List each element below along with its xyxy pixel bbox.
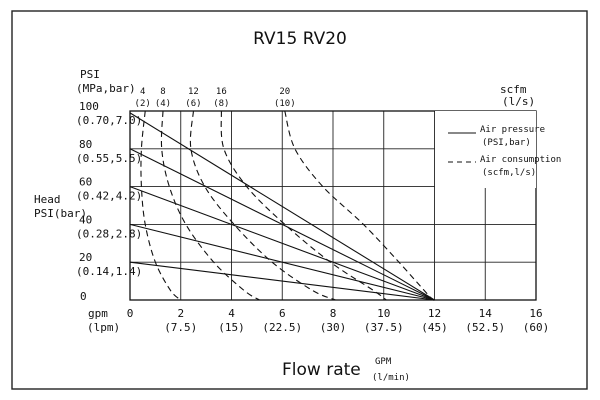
y-tick-label-metric: (0.55,5.5)	[76, 152, 142, 165]
air-pressure-curve	[129, 148, 435, 301]
plot-area-border	[129, 110, 537, 301]
y-unit-metric: (MPa,bar)	[76, 82, 136, 95]
top-tick-label-scfm: 12	[188, 87, 199, 97]
x-axis-label-unit-metric: (l/min)	[372, 373, 410, 383]
top-scale-tick-labels: 4 (2) 8 (4) 12 (6) 16 (8) 20 (10)	[135, 87, 296, 109]
top-scale-unit-metric: (l/s)	[502, 95, 535, 108]
legend-dashed-unit: (scfm,l/s)	[482, 168, 536, 178]
legend-dashed-label: Air consumption	[480, 155, 561, 165]
x-tick-label: 2	[177, 307, 184, 320]
chart-title: RV15 RV20	[253, 29, 347, 49]
top-tick-label-ls: (6)	[185, 99, 201, 109]
x-tick-label-metric: (22.5)	[262, 321, 302, 334]
air-pressure-curve	[129, 223, 435, 301]
x-tick-label-metric: (52.5)	[465, 321, 505, 334]
x-unit-lpm: (lpm)	[87, 321, 120, 334]
top-tick-label-ls: (4)	[155, 99, 171, 109]
legend-solid-label: Air pressure	[480, 125, 545, 135]
air-consumption-curve	[140, 110, 182, 301]
outer-frame	[11, 10, 588, 390]
x-tick-label-metric: (7.5)	[164, 321, 197, 334]
air-pressure-curve	[129, 261, 435, 301]
top-tick-label-ls: (10)	[274, 99, 296, 109]
y-tick-label: 80	[79, 138, 92, 151]
top-tick-label-scfm: 4	[140, 87, 145, 97]
top-tick-label-scfm: 16	[216, 87, 227, 97]
x-axis-label-unit: GPM	[375, 357, 392, 367]
x-tick-label: 6	[279, 307, 286, 320]
top-tick-label-scfm: 8	[160, 87, 165, 97]
x-tick-label: 14	[479, 307, 493, 320]
x-tick-label: 0	[127, 307, 134, 320]
y-tick-label: 60	[79, 176, 92, 189]
y-axis-name: Head	[34, 193, 61, 206]
top-tick-label-ls: (8)	[213, 99, 229, 109]
x-tick-label-metric: (15)	[218, 321, 245, 334]
top-tick-label-ls: (2)	[135, 99, 151, 109]
x-tick-label-metric: (60)	[523, 321, 550, 334]
x-tick-labels: 0 2(7.5) 4(15) 6(22.5) 8(30) 10(37.5) 12(45) 14…	[127, 307, 550, 334]
air-consumption-curve	[189, 110, 336, 301]
y-unit-psi: PSI	[80, 68, 100, 81]
top-tick-label-scfm: 20	[279, 87, 290, 97]
y-tick-label-metric: (0.14,1.4)	[76, 265, 142, 278]
y-tick-label: 0	[80, 290, 87, 303]
x-axis-label: Flow rate	[282, 360, 361, 380]
x-tick-label-metric: (45)	[421, 321, 448, 334]
x-tick-label: 16	[529, 307, 542, 320]
x-tick-label: 4	[228, 307, 235, 320]
x-tick-label: 12	[428, 307, 441, 320]
x-unit-gpm: gpm	[88, 307, 108, 320]
y-tick-label-metric: (0.70,7.0)	[76, 114, 142, 127]
air-pressure-curve	[129, 112, 435, 301]
x-tick-label-metric: (30)	[320, 321, 347, 334]
x-tick-label-metric: (37.5)	[364, 321, 404, 334]
air-consumption-curve	[220, 110, 387, 301]
air-pressure-curve	[129, 186, 435, 301]
y-tick-label: 40	[79, 213, 92, 226]
top-scale-unit: scfm	[500, 83, 527, 96]
legend-box	[435, 111, 536, 188]
air-consumption-curve	[284, 110, 435, 301]
legend-solid-unit: (PSI,bar)	[482, 138, 531, 148]
air-pressure-curves	[129, 112, 435, 301]
x-tick-label: 8	[330, 307, 337, 320]
y-tick-labels: 100(0.70,7.0)80(0.55,5.5)60(0.42,4.2)40(…	[76, 100, 142, 303]
air-consumption-curves	[140, 110, 435, 301]
legend: Air pressure (PSI,bar) Air consumption (…	[435, 111, 561, 188]
y-tick-label-metric: (0.42,4.2)	[76, 190, 142, 203]
y-tick-label: 20	[79, 251, 92, 264]
x-tick-label: 10	[377, 307, 390, 320]
y-tick-label-metric: (0.28,2.8)	[76, 227, 142, 240]
y-axis-name-unit: PSI(bar)	[34, 207, 87, 220]
y-tick-label: 100	[79, 100, 99, 113]
